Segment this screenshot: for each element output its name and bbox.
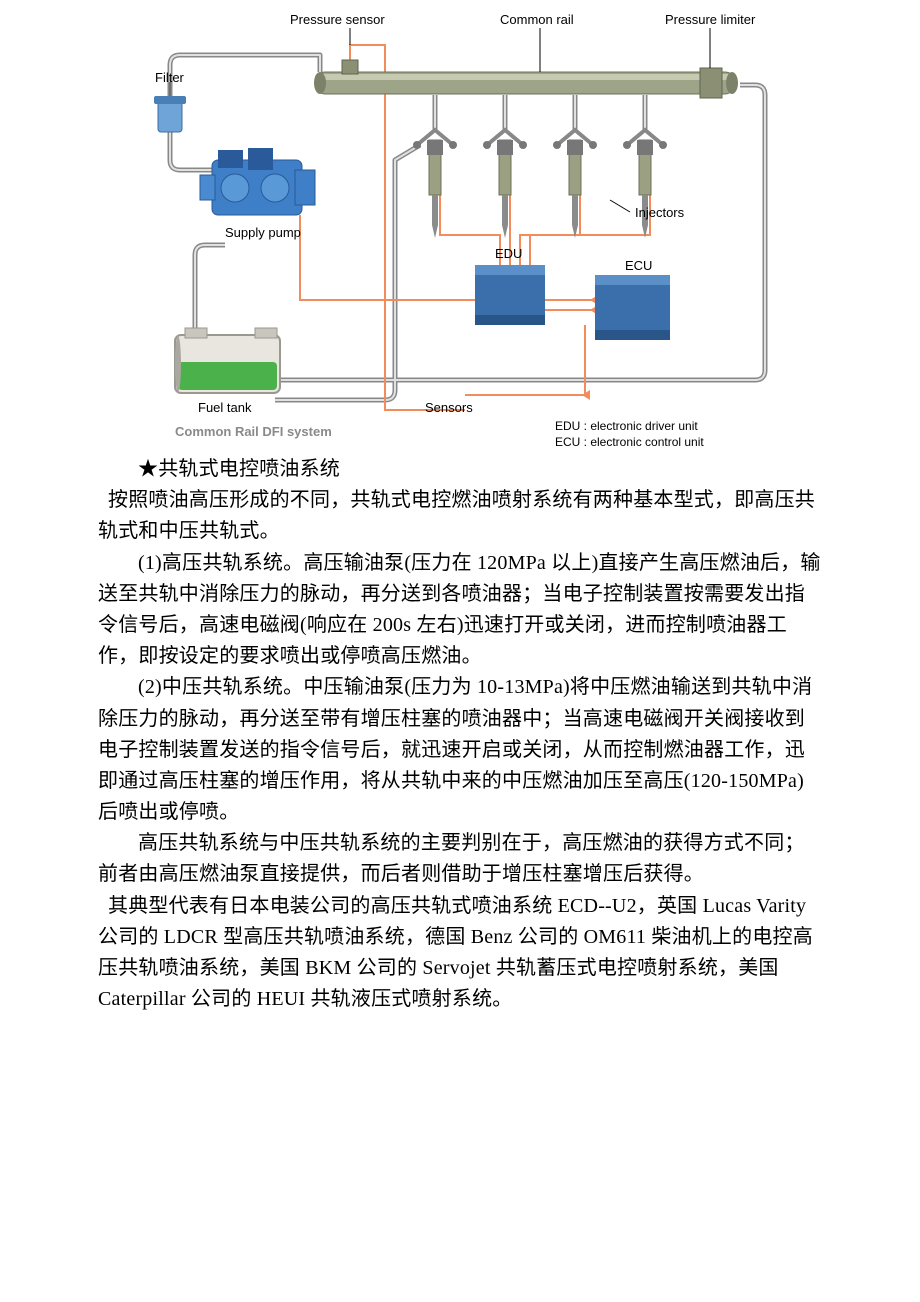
legend-ecu: ECU : electronic control unit bbox=[555, 434, 704, 450]
legend-edu: EDU : electronic driver unit bbox=[555, 418, 704, 434]
fuel-tank-graphic bbox=[175, 328, 280, 393]
body-text: ★共轨式电控喷油系统 按照喷油高压形成的不同，共轨式电控燃油喷射系统有两种基本型… bbox=[0, 440, 920, 1015]
heading-star: ★共轨式电控喷油系统 bbox=[98, 454, 822, 485]
label-common-rail: Common rail bbox=[500, 12, 574, 27]
label-pressure-sensor: Pressure sensor bbox=[290, 12, 385, 27]
common-rail-graphic bbox=[314, 60, 738, 98]
label-ecu: ECU bbox=[625, 258, 652, 273]
ecu-graphic bbox=[595, 275, 670, 340]
diagram-area: Pressure sensor Common rail Pressure lim… bbox=[0, 0, 920, 440]
label-edu: EDU bbox=[495, 246, 522, 261]
edu-graphic bbox=[475, 265, 545, 325]
label-supply-pump: Supply pump bbox=[225, 225, 301, 240]
label-sensors: Sensors bbox=[425, 400, 473, 415]
label-fuel-tank: Fuel tank bbox=[198, 400, 251, 415]
supply-pump-graphic bbox=[200, 148, 315, 215]
filter-graphic bbox=[154, 96, 186, 132]
para-difference: 高压共轨系统与中压共轨系统的主要判别在于，高压燃油的获得方式不同；前者由高压燃油… bbox=[98, 828, 822, 890]
label-pressure-limiter: Pressure limiter bbox=[665, 12, 755, 27]
label-filter: Filter bbox=[155, 70, 184, 85]
injectors-graphic bbox=[413, 130, 667, 238]
common-rail-diagram bbox=[140, 0, 780, 440]
label-injectors: Injectors bbox=[635, 205, 684, 220]
system-name: Common Rail DFI system bbox=[175, 424, 332, 439]
para-high-pressure: (1)高压共轨系统。高压输油泵(压力在 120MPa 以上)直接产生高压燃油后，… bbox=[98, 548, 822, 673]
para-intro: 按照喷油高压形成的不同，共轨式电控燃油喷射系统有两种基本型式，即高压共轨式和中压… bbox=[98, 485, 822, 547]
para-examples: 其典型代表有日本电装公司的高压共轨式喷油系统 ECD--U2，英国 Lucas … bbox=[98, 891, 822, 1016]
legend: EDU : electronic driver unit ECU : elect… bbox=[555, 418, 704, 450]
para-mid-pressure: (2)中压共轨系统。中压输油泵(压力为 10-13MPa)将中压燃油输送到共轨中… bbox=[98, 672, 822, 828]
